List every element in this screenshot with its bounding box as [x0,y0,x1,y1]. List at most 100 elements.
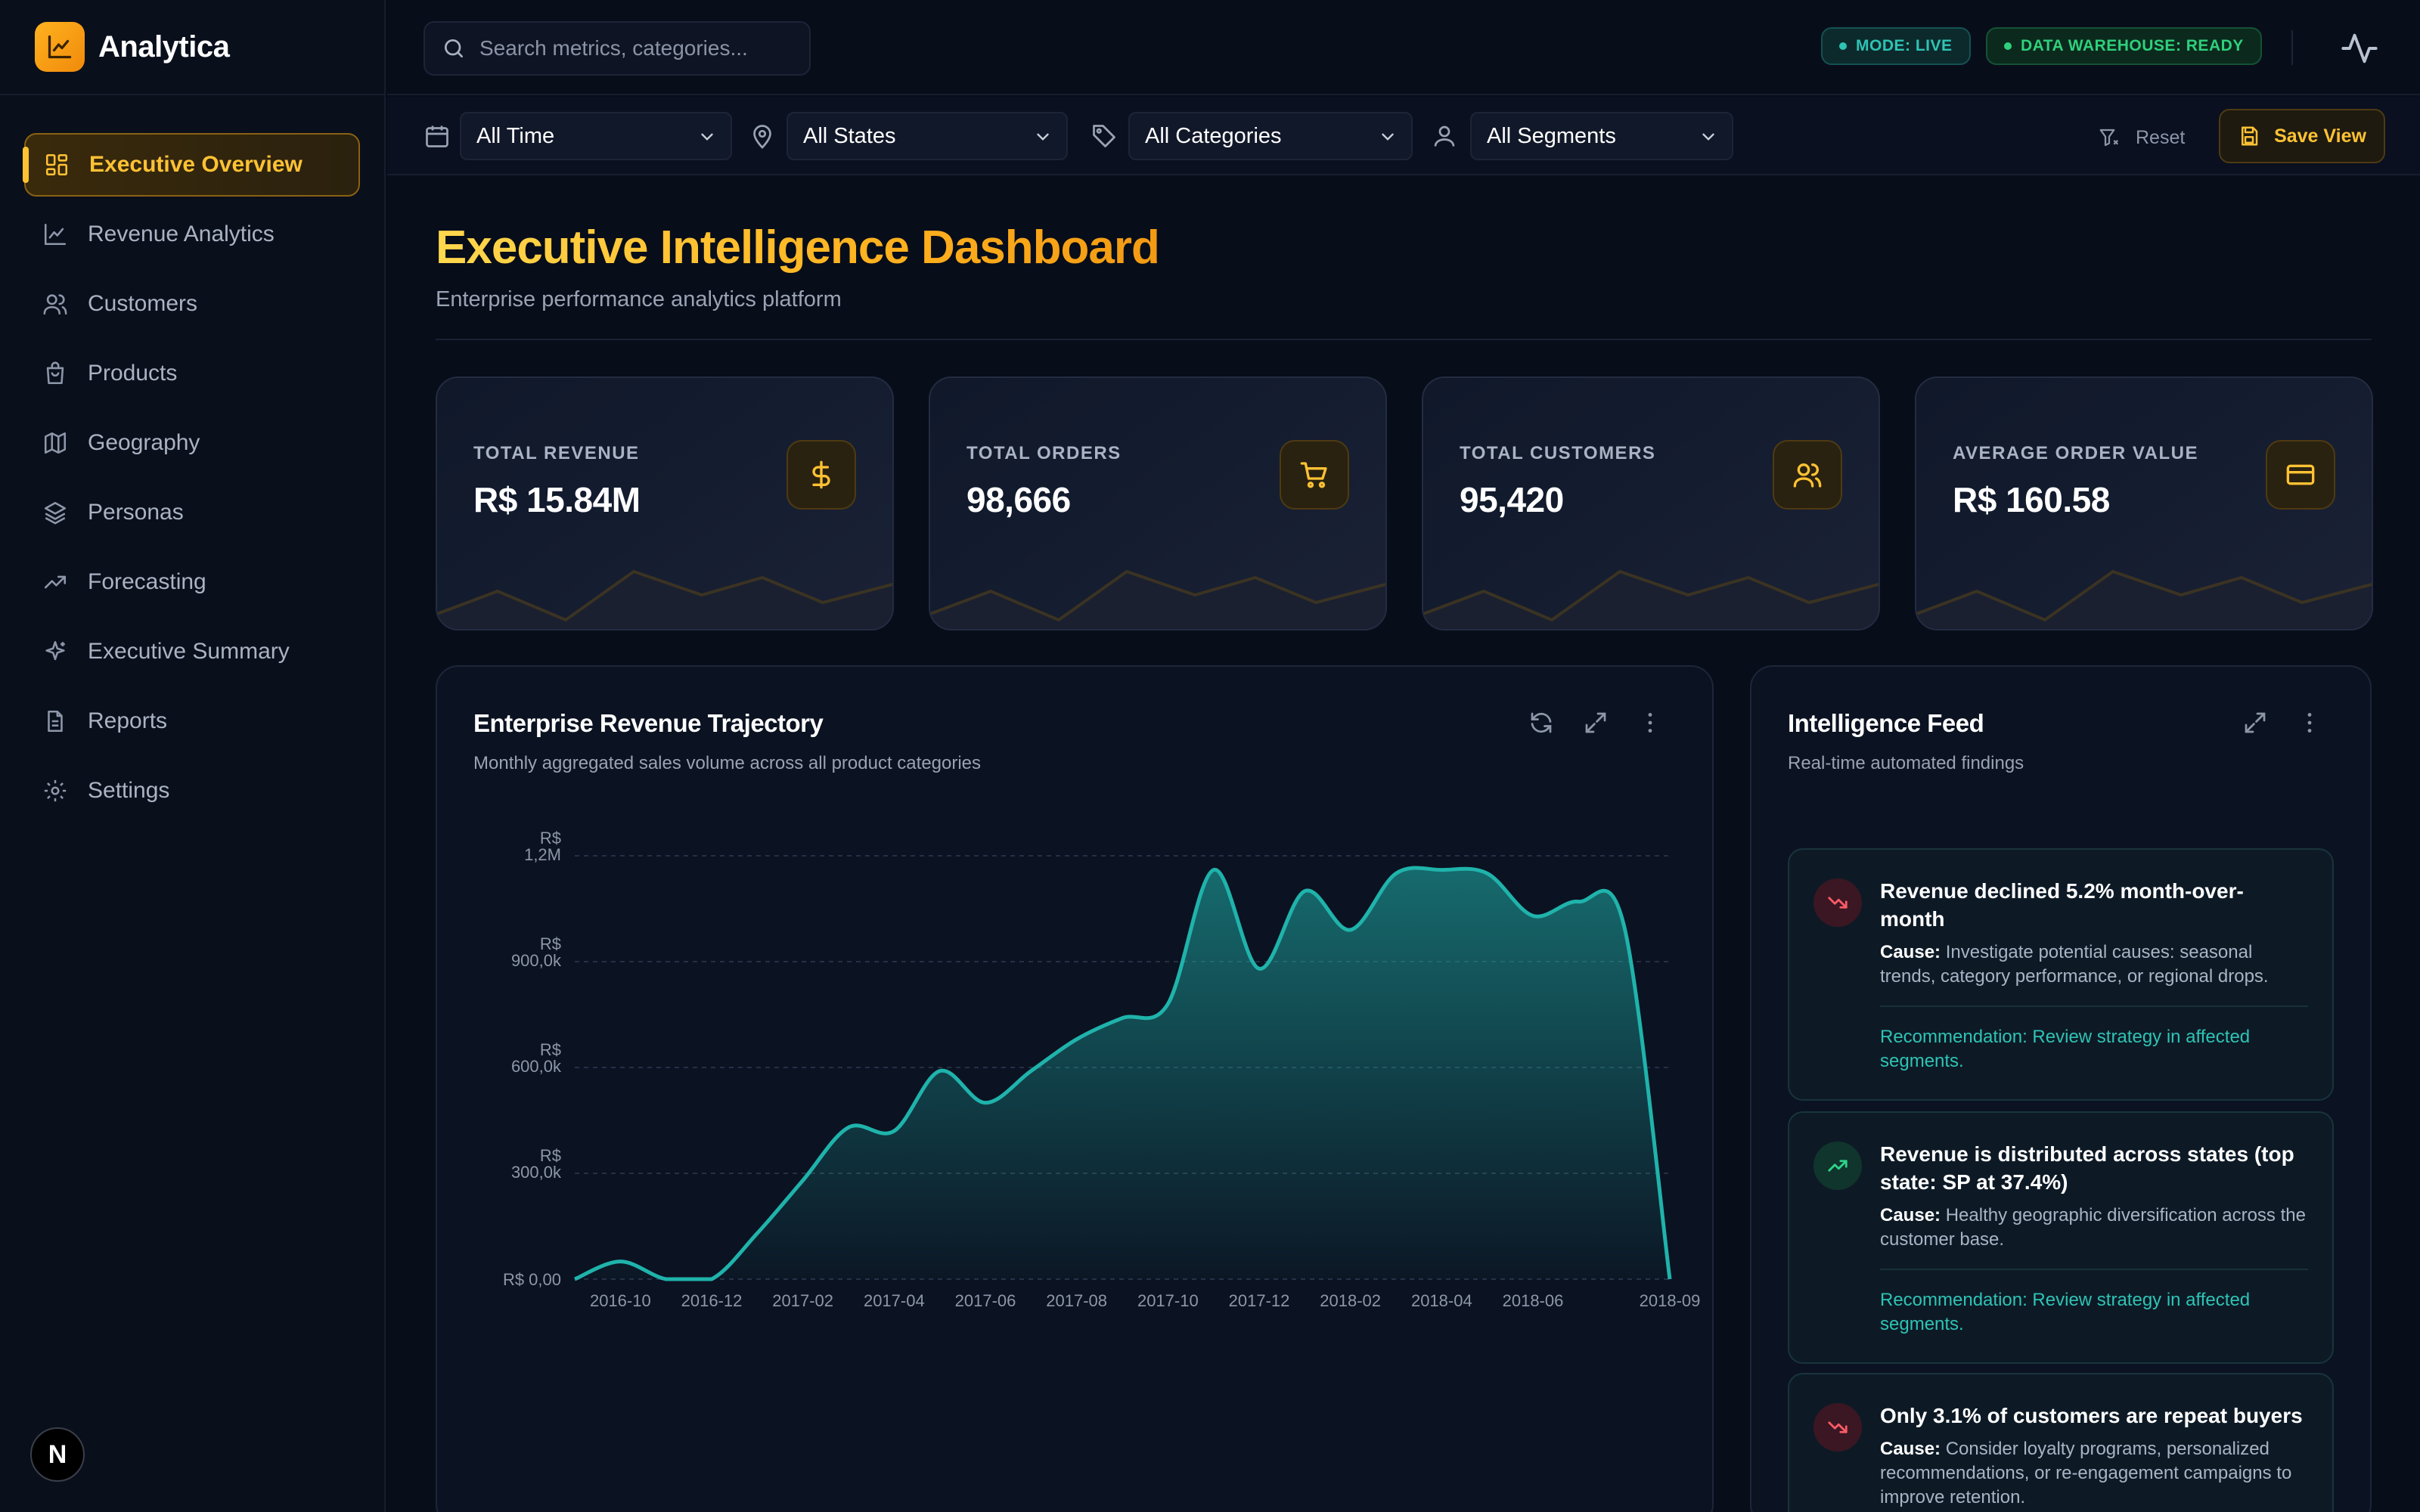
sidebar-item-label: Settings [88,778,170,803]
mode-status-badge: MODE: LIVE [1821,27,1971,65]
x-tick-label: 2018-04 [1411,1291,1472,1310]
more-options-icon[interactable] [2296,709,2323,736]
time-filter-value: All Time [476,123,555,148]
insight-title: Revenue is distributed across states (to… [1880,1142,2294,1194]
y-tick-label: R$ 900,0k [511,934,562,970]
insight-recommendation: Recommendation: Review strategy in affec… [1880,1269,2308,1337]
more-options-icon[interactable] [1637,709,1664,736]
sidebar-item-reports[interactable]: Reports [24,689,360,753]
sidebar-item-label: Executive Summary [88,639,290,664]
line-chart-icon [42,222,68,247]
app-name: Analytica [98,29,230,64]
insight-item[interactable]: Revenue is distributed across states (to… [1788,1111,2334,1364]
insight-recommendation: Recommendation: Review strategy in affec… [1880,1005,2308,1074]
page-subtitle: Enterprise performance analytics platfor… [436,287,842,311]
kpi-card-orders[interactable]: TOTAL ORDERS 98,666 [929,376,1387,631]
map-icon [42,430,68,456]
layout-grid-icon [44,152,70,178]
save-view-button[interactable]: Save View [2219,109,2385,163]
kpi-label: TOTAL CUSTOMERS [1460,443,1656,463]
kpi-card-customers[interactable]: TOTAL CUSTOMERS 95,420 [1422,376,1880,631]
segment-filter-value: All Segments [1487,123,1616,148]
sidebar-item-label: Products [88,361,178,386]
shopping-bag-icon [42,361,68,386]
y-tick-label: R$ 1,2M [524,829,561,864]
x-tick-label: 2018-09 [1640,1291,1701,1310]
sidebar-item-settings[interactable]: Settings [24,759,360,823]
state-filter-value: All States [803,123,896,148]
chevron-down-icon [1699,127,1718,147]
insight-item[interactable]: Only 3.1% of customers are repeat buyers… [1788,1373,2334,1512]
sparkles-icon [42,639,68,665]
cause-label: Cause: [1880,1439,1941,1459]
insight-item[interactable]: Revenue declined 5.2% month-over-month C… [1788,848,2334,1101]
reset-label: Reset [2136,126,2186,148]
refresh-icon[interactable] [1528,709,1555,736]
gear-icon [42,778,68,804]
users-icon [1773,440,1842,510]
reset-button[interactable]: Reset [2098,122,2185,153]
cause-text: Healthy geographic diversification acros… [1880,1205,2306,1250]
sidebar-item-forecasting[interactable]: Forecasting [24,550,360,614]
x-tick-label: 2017-12 [1229,1291,1290,1310]
chevron-down-icon [1378,127,1398,147]
kpi-value: 98,666 [966,480,1071,519]
revenue-area-fill [575,867,1670,1279]
kpi-sparkline [437,569,892,629]
sidebar-item-label: Geography [88,430,200,455]
x-tick-label: 2017-08 [1046,1291,1107,1310]
category-filter-select[interactable]: All Categories [1128,112,1413,160]
intelligence-feed-card: Intelligence Feed Real-time automated fi… [1750,665,2372,1512]
chart-title: Enterprise Revenue Trajectory [473,709,824,737]
users-icon [42,291,68,317]
kpi-label: TOTAL REVENUE [473,443,640,463]
sidebar-item-label: Forecasting [88,569,206,594]
save-icon [2238,125,2260,147]
cause-text: Investigate potential causes: seasonal t… [1880,942,2269,987]
chevron-down-icon [1033,127,1053,147]
x-tick-label: 2018-06 [1503,1291,1564,1310]
chevron-down-icon [697,127,717,147]
kpi-value: 95,420 [1460,480,1564,519]
sidebar-item-geography[interactable]: Geography [24,411,360,475]
header-divider [436,339,2372,340]
sidebar-item-executive-overview[interactable]: Executive Overview [23,133,360,197]
kpi-sparkline [1916,569,2372,629]
kpi-value: R$ 160.58 [1953,480,2110,519]
live-dot-icon [1839,42,1847,50]
sidebar-item-executive-summary[interactable]: Executive Summary [24,620,360,683]
insight-cause: Cause: Consider loyalty programs, person… [1880,1437,2308,1510]
trending-down-icon [1813,878,1862,927]
sidebar-item-personas[interactable]: Personas [24,481,360,544]
x-tick-label: 2017-04 [864,1291,925,1310]
mode-status-label: MODE: LIVE [1856,37,1953,54]
expand-icon[interactable] [2242,709,2269,736]
tag-icon [1091,122,1118,150]
sidebar-item-products[interactable]: Products [24,342,360,405]
brand[interactable]: Analytica [0,0,384,95]
insight-cause: Cause: Investigate potential causes: sea… [1880,940,2308,989]
activity-pulse-icon[interactable] [2340,29,2379,68]
filter-reset-icon [2098,126,2121,149]
time-filter-select[interactable]: All Time [460,112,732,160]
kpi-card-revenue[interactable]: TOTAL REVENUE R$ 15.84M [436,376,894,631]
warehouse-status-label: DATA WAREHOUSE: READY [2021,37,2244,54]
segment-filter-select[interactable]: All Segments [1470,112,1733,160]
save-view-label: Save View [2274,125,2366,147]
trending-up-icon [42,569,68,595]
kpi-card-aov[interactable]: AVERAGE ORDER VALUE R$ 160.58 [1915,376,2373,631]
state-filter-select[interactable]: All States [786,112,1068,160]
y-tick-label: R$ 300,0k [511,1146,562,1182]
cause-label: Cause: [1880,942,1941,962]
topbar-divider [2291,30,2293,65]
search-input[interactable] [479,36,797,60]
revenue-chart-card: Enterprise Revenue Trajectory Monthly ag… [436,665,1714,1512]
expand-icon[interactable] [1582,709,1609,736]
warehouse-status-badge: DATA WAREHOUSE: READY [1986,27,2262,65]
framework-badge[interactable]: N [30,1427,85,1482]
sidebar-nav: Executive Overview Revenue Analytics Cus… [0,95,384,823]
sidebar-item-revenue-analytics[interactable]: Revenue Analytics [24,203,360,266]
calendar-icon [424,122,451,150]
sidebar-item-customers[interactable]: Customers [24,272,360,336]
search-box[interactable] [424,21,811,76]
